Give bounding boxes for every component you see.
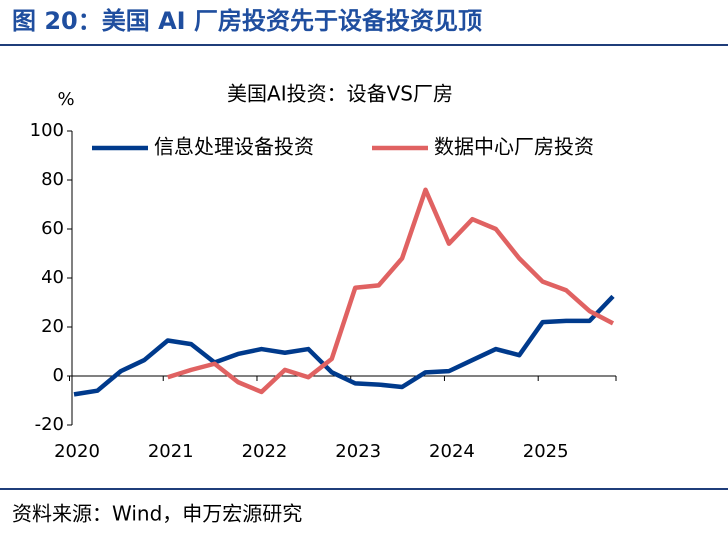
source-note: 资料来源：Wind，申万宏源研究 [12, 502, 302, 526]
y-tick-label: 60 [41, 218, 64, 239]
x-tick-label: 2024 [429, 441, 475, 462]
y-tick-label: 80 [41, 169, 64, 190]
series-line [167, 187, 615, 395]
y-tick-label: 40 [41, 267, 64, 288]
y-tick-label: 20 [41, 316, 64, 337]
x-tick-label: 2023 [335, 441, 381, 462]
x-tick-label: 2022 [242, 441, 288, 462]
legend-label: 数据中心厂房投资 [434, 135, 594, 159]
chart-title: 美国AI投资：设备VS厂房 [227, 82, 453, 106]
y-axis-unit: % [57, 89, 74, 110]
y-tick-label: -20 [35, 414, 64, 435]
figure-title: 图 20：美国 AI 厂房投资先于设备投资见顶 [12, 7, 482, 35]
series-line [73, 294, 615, 397]
y-tick-label: 0 [53, 365, 64, 386]
x-tick-label: 2021 [148, 441, 194, 462]
legend-label: 信息处理设备投资 [154, 135, 314, 159]
x-tick-label: 2020 [54, 441, 100, 462]
x-tick-label: 2025 [523, 441, 569, 462]
y-tick-label: 100 [30, 120, 64, 141]
